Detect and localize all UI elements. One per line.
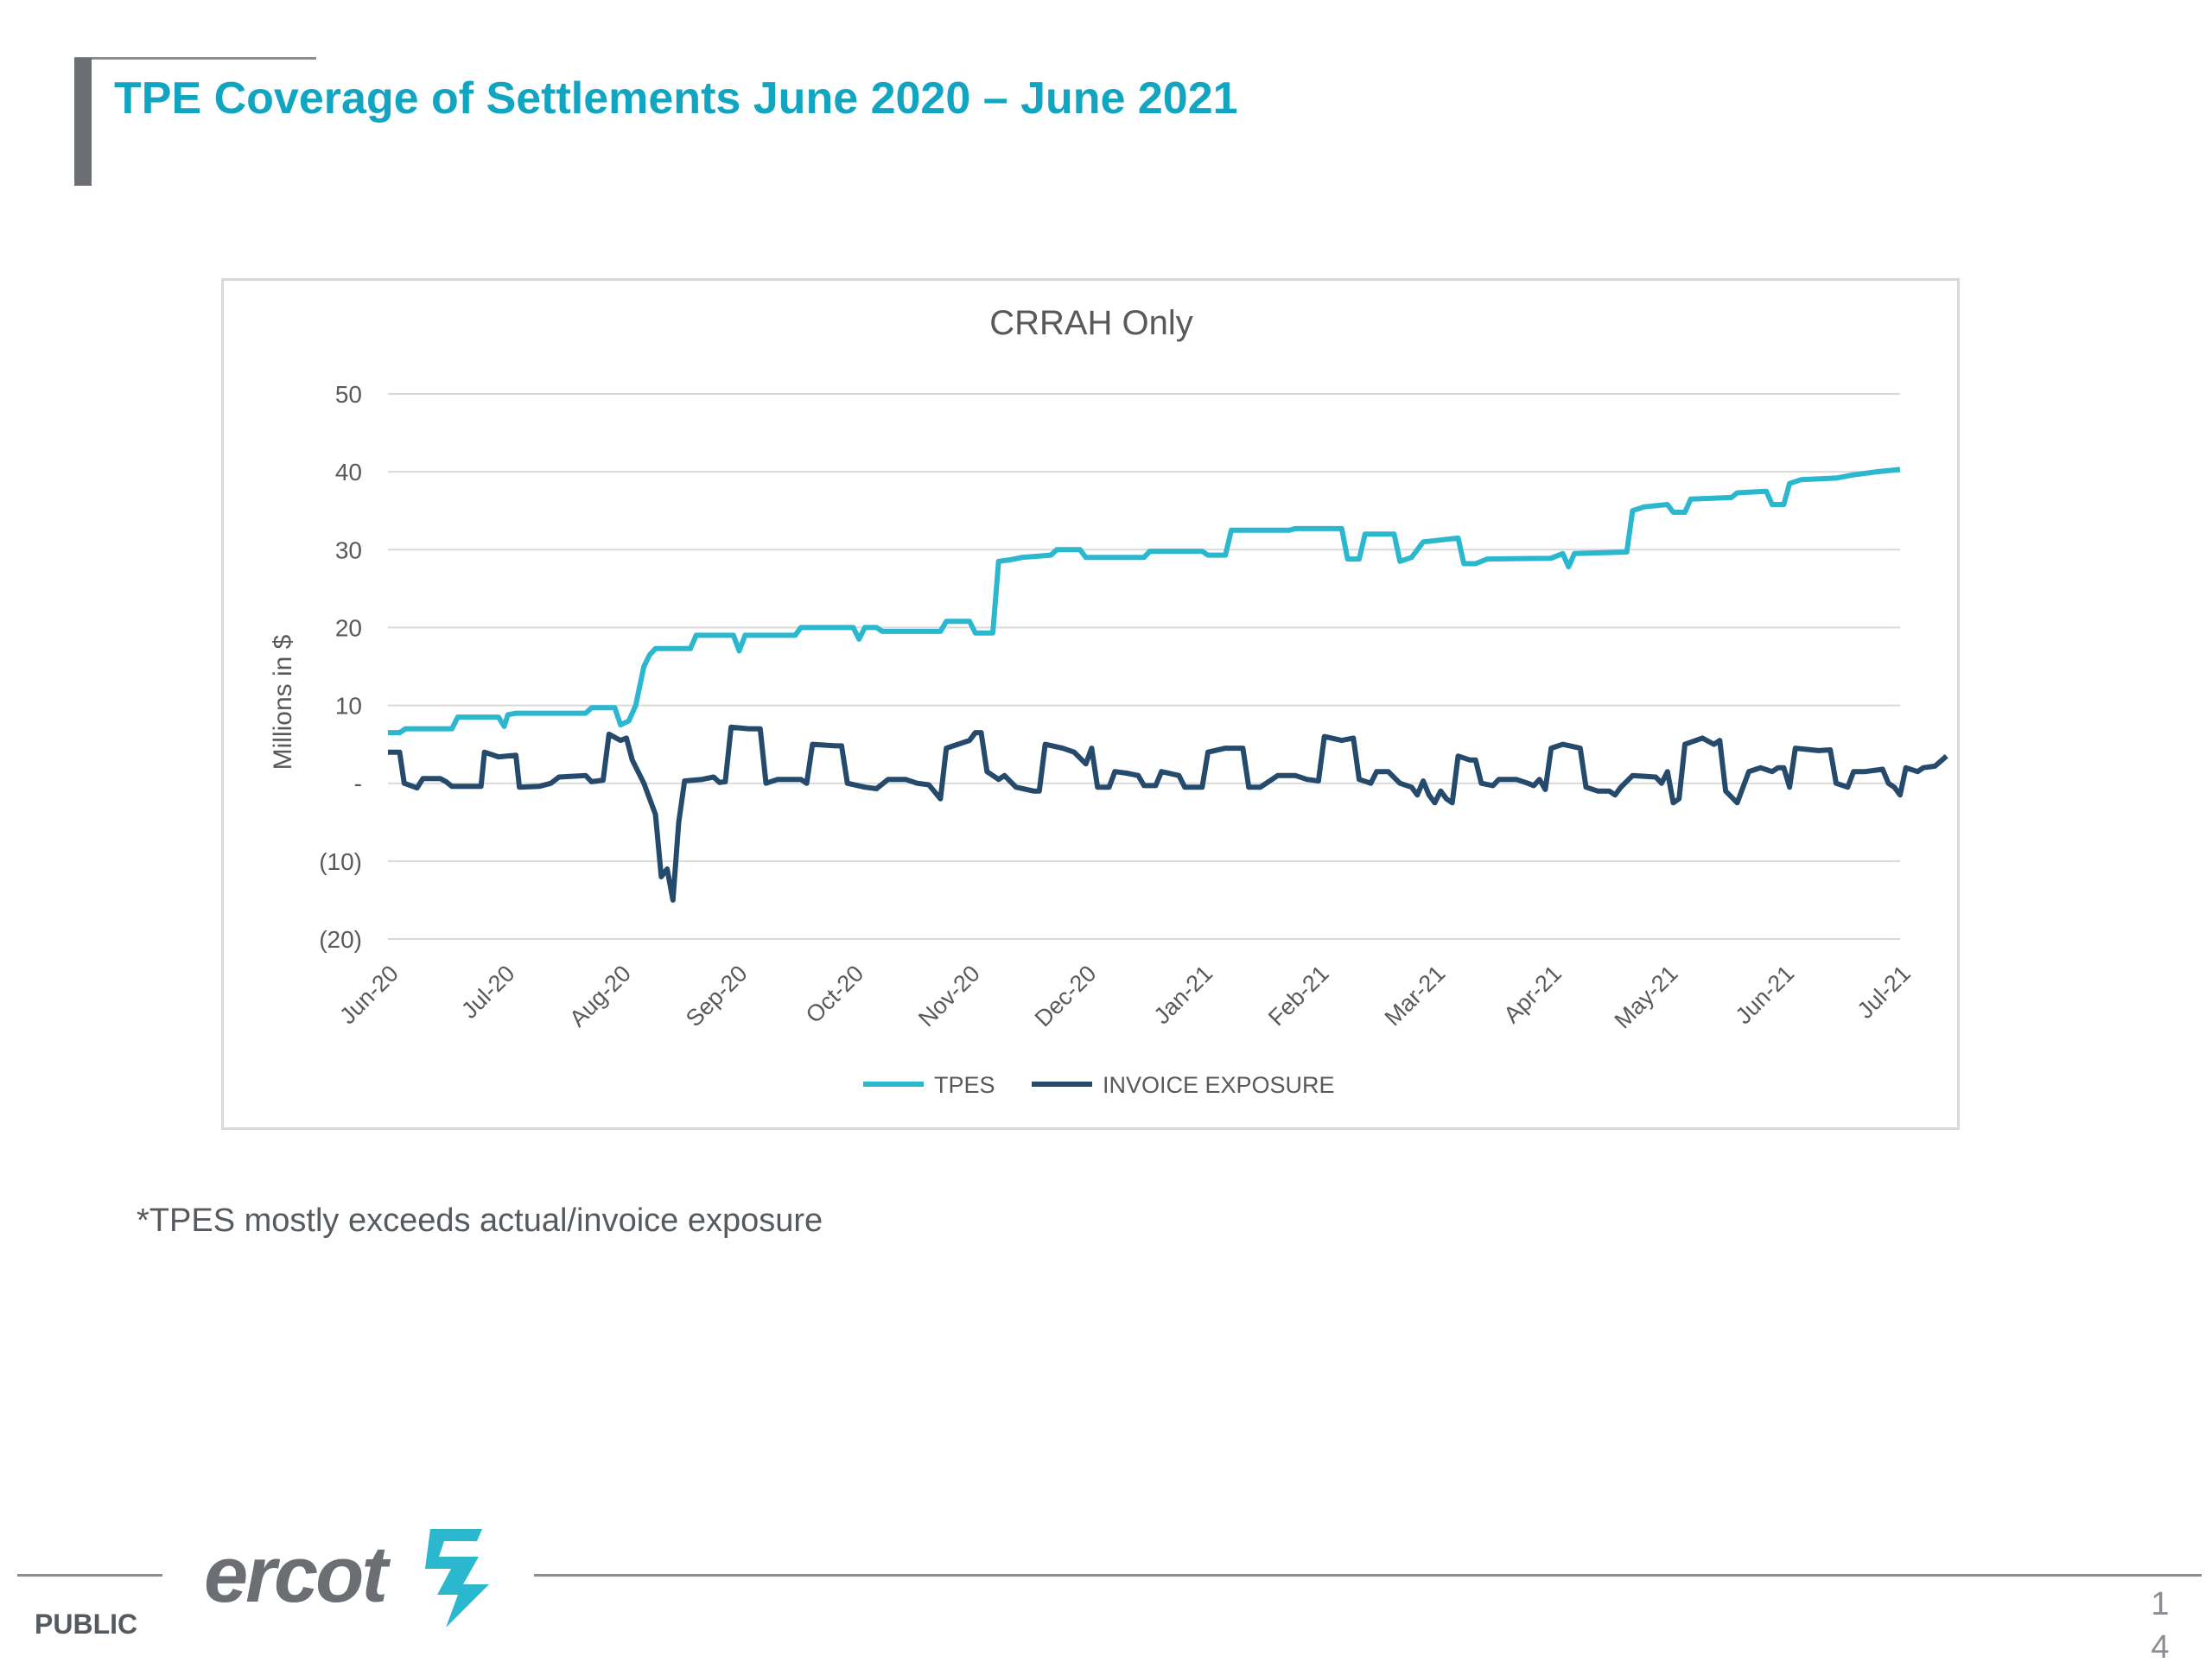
page-number-digit-1: 1 <box>2151 1586 2170 1622</box>
y-tick-label: (10) <box>319 848 362 875</box>
legend-label-tpes: TPES <box>934 1072 995 1098</box>
ercot-logo: ercot <box>204 1529 489 1628</box>
y-tick-label: 50 <box>335 381 362 408</box>
slide-title: TPE Coverage of Settlements June 2020 – … <box>114 73 1238 124</box>
x-tick-label: Dec-20 <box>1030 961 1102 1032</box>
x-tick-label: Apr-21 <box>1498 961 1567 1029</box>
chart-svg: CRRAH Only 50 40 30 20 10 - (10) (20) Millions … <box>269 304 1948 1098</box>
y-tick-label: - <box>354 771 362 797</box>
footer-rule-left <box>17 1574 162 1577</box>
y-tick-label: 40 <box>335 459 362 485</box>
title-rule <box>74 57 316 60</box>
y-axis-label: Millions in $ <box>269 634 297 770</box>
y-tick-label: 20 <box>335 614 362 641</box>
public-label: PUBLIC <box>35 1609 138 1640</box>
x-tick-label: Feb-21 <box>1263 961 1334 1031</box>
tpes-series-line <box>388 466 1901 736</box>
chart-title: CRRAH Only <box>989 304 1193 342</box>
x-tick-label: Aug-20 <box>564 961 636 1032</box>
legend-label-invoice: INVOICE EXPOSURE <box>1103 1072 1335 1098</box>
x-tick-label: Jul-20 <box>456 961 519 1024</box>
page-number-digit-2: 4 <box>2151 1629 2170 1666</box>
x-tick-label: Jul-21 <box>1853 961 1916 1024</box>
x-tick-label: Sep-20 <box>681 961 753 1032</box>
title-accent-bar <box>74 58 92 186</box>
y-tick-label: 30 <box>335 536 362 563</box>
chart-frame: CRRAH Only 50 40 30 20 10 - (10) (20) Millions … <box>221 278 1960 1130</box>
x-tick-label: Oct-20 <box>801 961 869 1029</box>
footnote: *TPES mostly exceeds actual/invoice expo… <box>137 1203 823 1239</box>
x-tick-label: Jun-21 <box>1731 961 1800 1030</box>
x-tick-label: May-21 <box>1610 961 1683 1034</box>
logo-bolt-icon <box>425 1529 489 1628</box>
grid-lines <box>388 393 1900 940</box>
page-number: 1 4 <box>2143 1583 2177 1669</box>
x-tick-labels: Jun-20 Jul-20 Aug-20 Sep-20 Oct-20 Nov-20 Dec-… <box>334 961 1916 1034</box>
y-tick-label: 10 <box>335 693 362 720</box>
y-tick-labels: 50 40 30 20 10 - (10) (20) <box>319 381 362 953</box>
x-tick-label: Mar-21 <box>1380 961 1451 1031</box>
x-tick-label: Jun-20 <box>334 961 404 1030</box>
y-tick-label: (20) <box>319 926 362 953</box>
series-lines <box>388 466 1948 903</box>
logo-wordmark: ercot <box>204 1531 391 1619</box>
x-tick-label: Jan-21 <box>1149 961 1218 1030</box>
x-tick-label: Nov-20 <box>913 961 985 1032</box>
invoice-exposure-series-line <box>388 724 1948 903</box>
footer-rule-right <box>534 1574 2202 1577</box>
chart-legend: TPES INVOICE EXPOSURE <box>863 1072 1335 1098</box>
